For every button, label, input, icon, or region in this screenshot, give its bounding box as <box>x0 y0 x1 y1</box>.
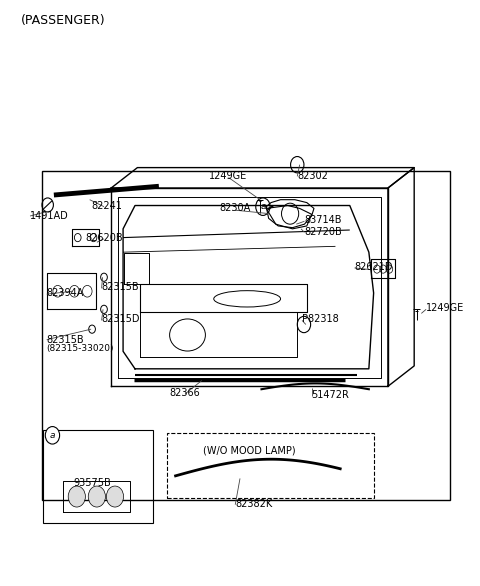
Text: 82620B: 82620B <box>85 233 123 243</box>
Text: 82394A: 82394A <box>47 288 84 298</box>
Bar <box>42 171 450 500</box>
Text: 1249GE: 1249GE <box>426 302 464 312</box>
Text: a: a <box>260 202 265 211</box>
Circle shape <box>256 198 270 216</box>
Circle shape <box>45 427 60 444</box>
Text: 82315D: 82315D <box>102 314 140 324</box>
Text: 8230A: 8230A <box>220 203 251 213</box>
Circle shape <box>89 325 96 333</box>
Circle shape <box>101 305 108 314</box>
Text: 1249GE: 1249GE <box>209 171 248 181</box>
Circle shape <box>107 486 123 507</box>
Bar <box>168 433 373 498</box>
Text: 82315B: 82315B <box>102 282 139 292</box>
Text: (PASSENGER): (PASSENGER) <box>21 14 105 27</box>
Text: 83714B: 83714B <box>304 215 342 225</box>
Text: P82318: P82318 <box>302 314 339 324</box>
Text: 82720B: 82720B <box>304 227 342 237</box>
Text: 82302: 82302 <box>297 171 328 181</box>
Bar <box>43 430 153 523</box>
Text: 82621D: 82621D <box>355 262 393 272</box>
Circle shape <box>101 273 108 281</box>
Circle shape <box>88 486 106 507</box>
Text: 82241: 82241 <box>91 200 122 210</box>
Text: 51472R: 51472R <box>312 390 349 400</box>
Text: (82315-33020): (82315-33020) <box>47 344 114 353</box>
Text: a: a <box>50 431 55 440</box>
Text: 82382K: 82382K <box>235 499 273 509</box>
Text: 82366: 82366 <box>170 389 201 398</box>
Text: (W/O MOOD LAMP): (W/O MOOD LAMP) <box>203 445 296 455</box>
Text: 1491AD: 1491AD <box>30 211 69 221</box>
Circle shape <box>68 486 85 507</box>
Text: 93575B: 93575B <box>73 478 111 488</box>
Text: 82315B: 82315B <box>47 335 84 345</box>
